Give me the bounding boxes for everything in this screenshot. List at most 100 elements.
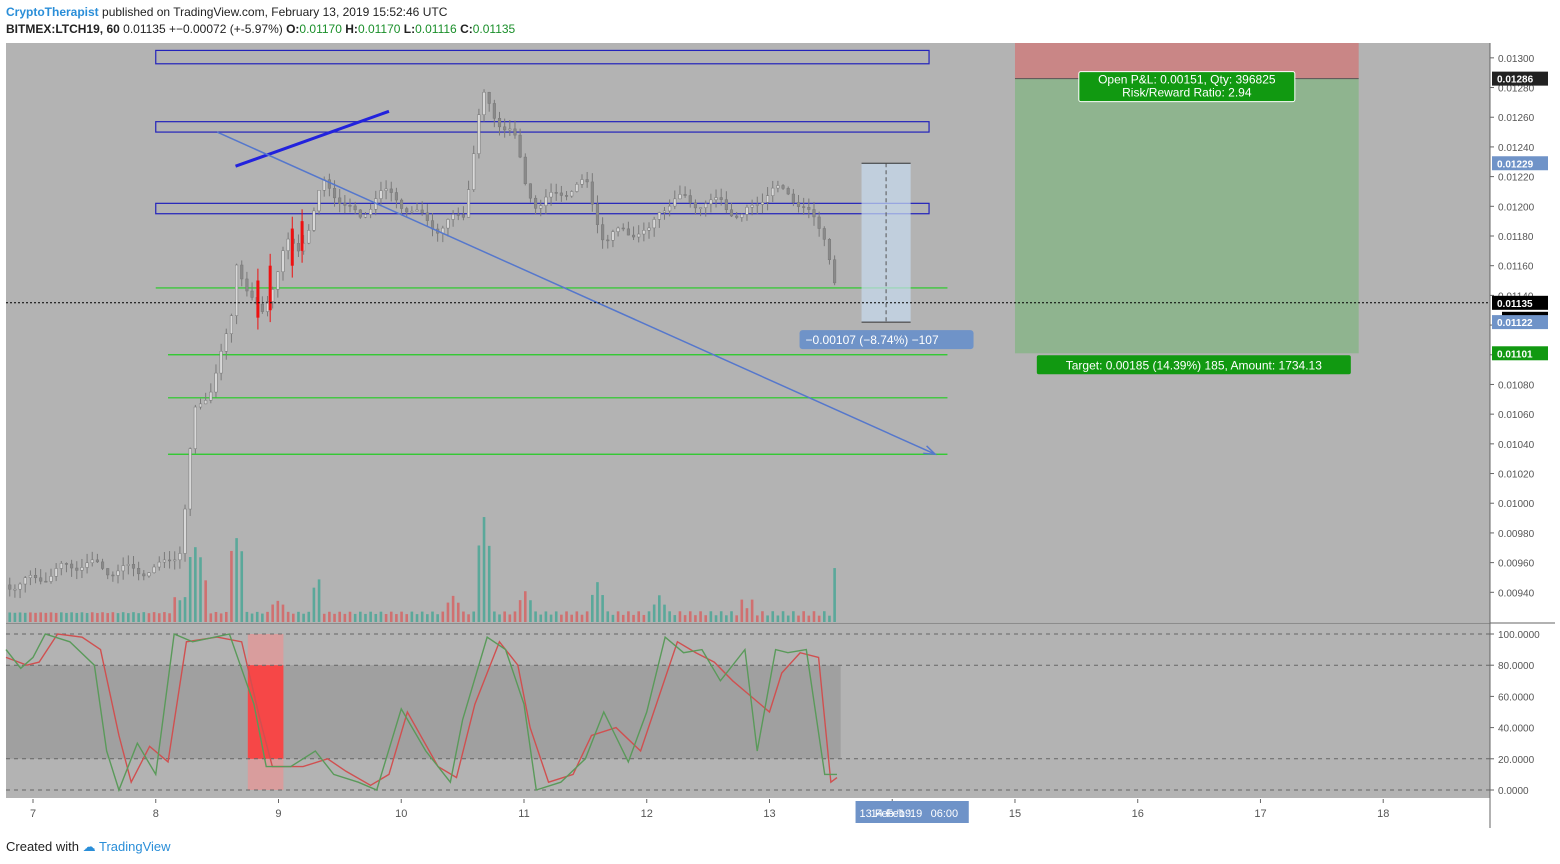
- price-tick-label: 0.00940: [1498, 588, 1535, 599]
- candle-body: [595, 203, 600, 225]
- candle-body: [467, 189, 471, 218]
- open-value: 0.01170: [299, 22, 342, 36]
- volume-bar: [575, 611, 579, 622]
- price-tick-label: 0.00980: [1498, 529, 1535, 540]
- candle-body: [544, 196, 548, 206]
- price-change: +−0.00072 (+-5.97%): [168, 22, 283, 36]
- time-tick-label: 8: [153, 808, 159, 820]
- volume-bar: [121, 612, 125, 622]
- candle-body: [745, 206, 749, 215]
- price-badge-1101-bg: [1492, 346, 1548, 361]
- candle-body: [8, 584, 12, 590]
- candle-body: [652, 219, 656, 229]
- candle-body: [833, 259, 837, 284]
- tradingview-logo-icon: ☁: [82, 839, 96, 854]
- candle-body: [173, 559, 177, 562]
- candle-body: [508, 128, 512, 131]
- tradingview-brand[interactable]: TradingView: [99, 839, 171, 854]
- volume-bar: [137, 613, 140, 622]
- candle-red-body: [256, 280, 260, 318]
- candle-body: [472, 153, 476, 190]
- volume-bar: [359, 611, 362, 622]
- candle-body: [147, 572, 151, 577]
- author-link[interactable]: CryptoTherapist: [6, 5, 99, 19]
- volume-bar: [632, 614, 635, 622]
- candle-body: [106, 568, 110, 576]
- candle-body: [358, 209, 362, 218]
- volume-bar: [565, 611, 568, 622]
- high-value: 0.01170: [357, 22, 401, 36]
- price-tick-label: 0.01060: [1498, 410, 1535, 421]
- candle-body: [621, 227, 625, 230]
- volume-bar: [570, 614, 573, 622]
- candle-body: [497, 118, 502, 128]
- volume-bar: [219, 613, 223, 622]
- candle-body: [183, 508, 187, 554]
- price-tick-label: 0.01260: [1498, 113, 1535, 124]
- volume-bar: [34, 612, 37, 622]
- volume-bar: [214, 611, 218, 622]
- volume-bar: [54, 612, 58, 622]
- high-label: H:: [345, 22, 358, 36]
- volume-bar: [13, 612, 17, 622]
- price-tick-label: 0.01180: [1498, 232, 1534, 243]
- volume-bar: [410, 611, 414, 622]
- volume-bar: [627, 611, 630, 622]
- candle-body: [724, 199, 728, 210]
- time-tick-label: 13: [763, 808, 775, 820]
- volume-bar: [436, 614, 439, 622]
- candle-body: [683, 194, 687, 196]
- volume-bar: [776, 615, 780, 622]
- candle-body: [317, 190, 321, 212]
- measure-label-bg: [799, 330, 974, 350]
- published-text: published on TradingView.com, February 1…: [102, 5, 448, 19]
- volume-bar: [142, 612, 146, 622]
- candle-body: [549, 192, 553, 198]
- candle-body: [157, 561, 161, 568]
- candle-body: [575, 184, 579, 192]
- volume-bar: [735, 615, 738, 622]
- stoch-highlight-core: [247, 665, 284, 759]
- volume-bar: [668, 611, 671, 622]
- volume-bar: [291, 613, 295, 622]
- uptrend-line: [235, 109, 390, 168]
- volume-bar: [250, 613, 254, 622]
- candle-body: [116, 570, 120, 576]
- time-tick-label: 12: [641, 808, 653, 820]
- volume-bar: [224, 611, 228, 622]
- chart-canvas[interactable]: −0.00107 (−8.74%) −107 Open P&L: 0.00151,…: [0, 0, 1560, 834]
- time-tick-label: 15: [1009, 808, 1021, 820]
- candle-body: [590, 181, 594, 205]
- price-tick-label: 0.01300: [1498, 54, 1535, 65]
- stoch-tick-label: 60.0000: [1498, 692, 1535, 703]
- candle-body: [678, 194, 682, 200]
- volume-bar: [266, 611, 269, 622]
- volume-bar: [157, 613, 161, 622]
- candle-body: [307, 230, 311, 244]
- volume-bar: [812, 611, 816, 622]
- candle-red-body: [268, 265, 272, 311]
- symbol-label[interactable]: BITMEX:LTCH19, 60: [6, 22, 120, 36]
- volume-bar: [513, 611, 517, 622]
- volume-bar: [75, 612, 79, 622]
- volume-bar: [178, 600, 182, 622]
- volume-bar: [204, 580, 207, 622]
- volume-bar: [467, 614, 470, 622]
- price-tick-label: 0.01200: [1498, 202, 1535, 213]
- volume-bar: [688, 611, 692, 622]
- volume-bar: [807, 615, 811, 622]
- volume-bar: [245, 611, 249, 622]
- price-badge-1286-bg: [1492, 71, 1548, 86]
- time-tick-label: 18: [1377, 808, 1389, 820]
- stoch-tick-label: 0.0000: [1498, 786, 1529, 797]
- time-tick-label: 7: [30, 808, 36, 820]
- volume-bar: [8, 612, 12, 622]
- volume-bar: [317, 579, 321, 622]
- volume-bar: [127, 613, 130, 622]
- resistance-box-1: [155, 121, 930, 133]
- stoch-tick-label: 40.0000: [1498, 724, 1535, 735]
- candle-body: [796, 202, 801, 207]
- volume-bar: [111, 612, 115, 622]
- candle-body: [528, 183, 532, 199]
- candle-body: [162, 559, 166, 563]
